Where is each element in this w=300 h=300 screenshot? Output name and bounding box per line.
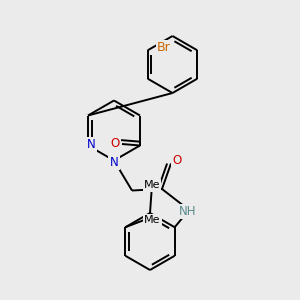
- Text: N: N: [110, 155, 118, 169]
- Text: O: O: [172, 154, 182, 167]
- Text: Br: Br: [157, 41, 171, 54]
- Text: Me: Me: [144, 180, 160, 190]
- Text: NH: NH: [179, 205, 196, 218]
- Text: N: N: [87, 138, 96, 151]
- Text: Me: Me: [144, 215, 160, 225]
- Text: O: O: [111, 137, 120, 150]
